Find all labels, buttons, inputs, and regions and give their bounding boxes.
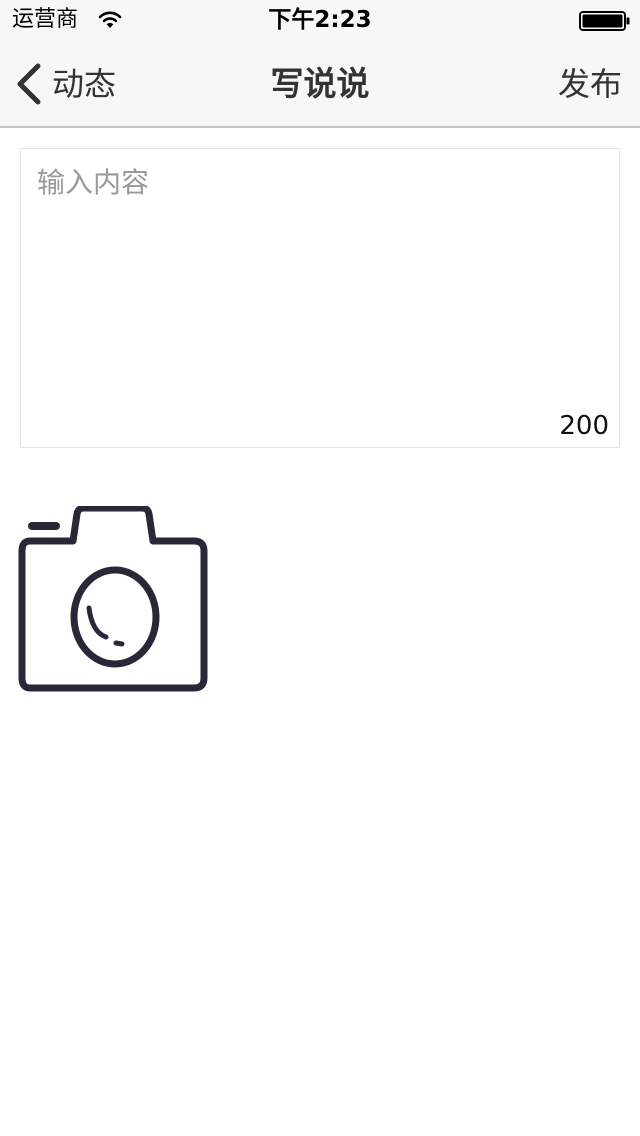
back-label: 动态 bbox=[52, 65, 117, 103]
carrier-label: 运营商 bbox=[12, 7, 79, 32]
camera-icon bbox=[18, 504, 208, 692]
status-bar: 运营商 下午2:23 bbox=[0, 0, 640, 40]
clock-time: 下午2:23 bbox=[268, 7, 372, 33]
content-input[interactable] bbox=[21, 149, 619, 409]
content-editor: 200 bbox=[20, 148, 620, 448]
wifi-icon bbox=[98, 10, 122, 30]
publish-button[interactable]: 发布 bbox=[557, 65, 622, 103]
add-photo-button[interactable] bbox=[18, 504, 210, 698]
back-button[interactable]: 动态 bbox=[14, 60, 116, 108]
navigation-bar: 动态 写说说 发布 bbox=[0, 40, 640, 128]
page-title: 写说说 bbox=[270, 64, 370, 103]
char-count: 200 bbox=[559, 411, 609, 441]
battery-icon bbox=[579, 11, 631, 31]
chevron-left-icon bbox=[17, 63, 41, 105]
